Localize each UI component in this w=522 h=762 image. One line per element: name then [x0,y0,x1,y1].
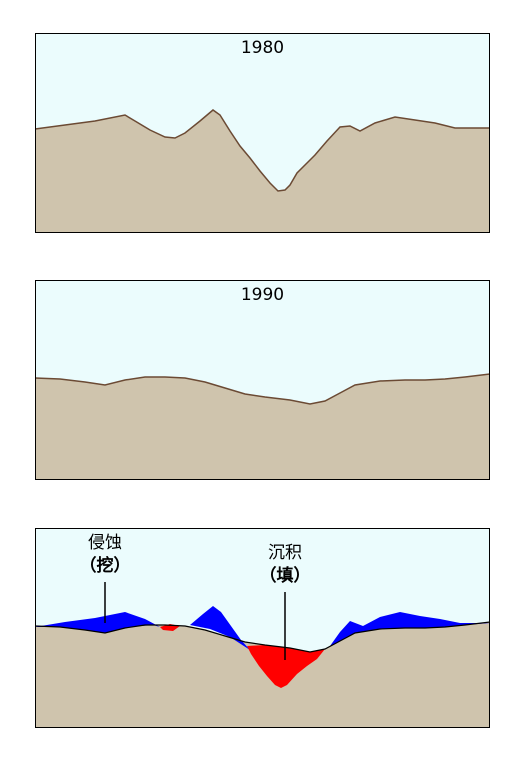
erosion-term: 侵蚀 [65,532,145,555]
deposition-term: 沉积 [245,542,325,565]
year-label-1980: 1980 [35,38,490,58]
panel-1990-terrain: 1990 [35,280,490,480]
panel-cut-fill-difference: 侵蚀 （挖） 沉积 （填） [35,528,490,728]
panel-1980-terrain: 1980 [35,33,490,233]
year-label-1990: 1990 [35,285,490,305]
erosion-action: （挖） [65,555,145,578]
terrain-1990-graphic [35,280,490,480]
deposition-action: （填） [245,565,325,588]
erosion-callout: 侵蚀 （挖） [65,532,145,578]
terrain-1980-graphic [35,33,490,233]
deposition-callout: 沉积 （填） [245,542,325,588]
